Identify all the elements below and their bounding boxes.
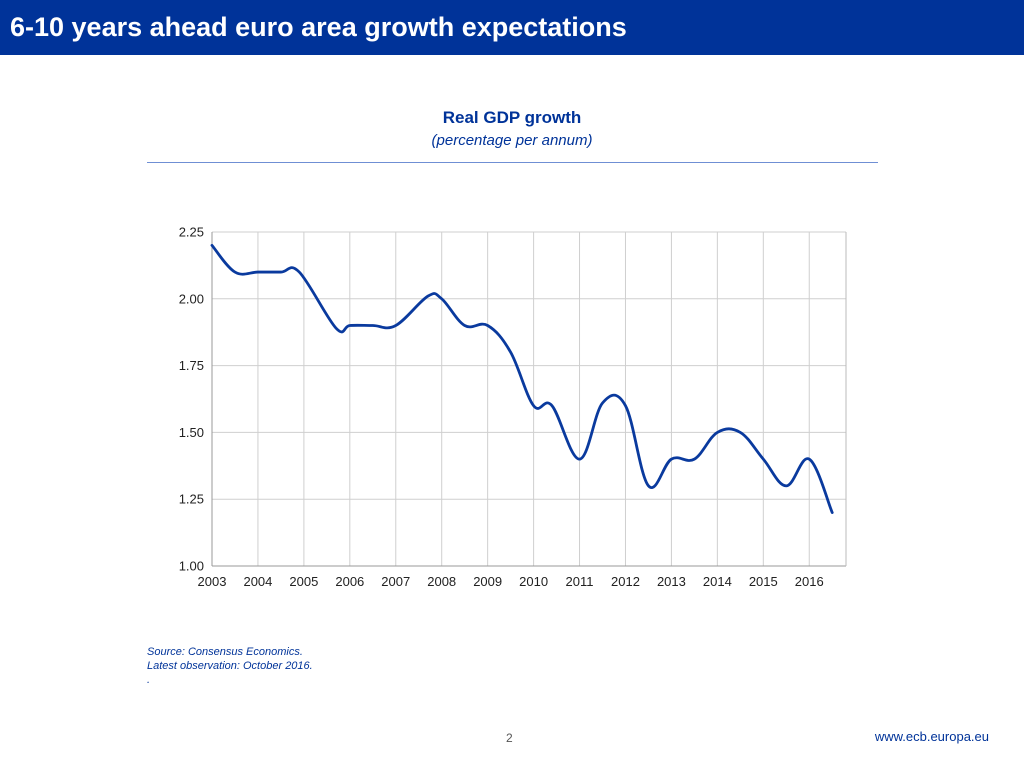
- y-tick-label: 2.25: [179, 225, 204, 240]
- x-tick-label: 2016: [795, 574, 824, 589]
- y-tick-label: 1.50: [179, 425, 204, 440]
- header-bar: 6-10 years ahead euro area growth expect…: [0, 0, 1024, 55]
- x-tick-label: 2007: [381, 574, 410, 589]
- x-tick-label: 2008: [427, 574, 456, 589]
- x-tick-label: 2006: [335, 574, 364, 589]
- note-dot: .: [147, 674, 151, 686]
- x-tick-label: 2015: [749, 574, 778, 589]
- chart-notes: Source: Consensus Economics. Latest obse…: [147, 645, 313, 687]
- series-line-real-gdp-growth: [210, 243, 834, 514]
- x-tick-label: 2005: [289, 574, 318, 589]
- x-tick-label: 2009: [473, 574, 502, 589]
- x-tick-label: 2013: [657, 574, 686, 589]
- title-divider: [147, 162, 878, 163]
- x-tick-label: 2010: [519, 574, 548, 589]
- site-url[interactable]: www.ecb.europa.eu: [874, 729, 989, 744]
- y-tick-label: 1.00: [179, 559, 204, 574]
- page-number: 2: [506, 731, 513, 745]
- tick-labels: 1.00 1.25 1.50 1.75 2.00 2.25 2003 2004 2005 2006…: [179, 225, 824, 590]
- y-tick-label: 1.25: [179, 492, 204, 507]
- chart-subtitle: (percentage per annum): [431, 132, 593, 149]
- series: [210, 243, 834, 514]
- x-tick-label: 2003: [198, 574, 227, 589]
- source-note: Source: Consensus Economics.: [147, 646, 303, 658]
- x-tick-label: 2014: [703, 574, 732, 589]
- x-tick-label: 2012: [611, 574, 640, 589]
- y-tick-label: 2.00: [179, 291, 204, 306]
- x-tick-label: 2004: [243, 574, 272, 589]
- x-tick-label: 2011: [566, 574, 594, 589]
- chart-title: Real GDP growth: [442, 108, 582, 127]
- axes: [211, 232, 847, 567]
- y-tick-label: 1.75: [179, 358, 204, 373]
- slide-title: 6-10 years ahead euro area growth expect…: [10, 12, 627, 42]
- latest-observation-note: Latest observation: October 2016.: [147, 660, 313, 672]
- grid-lines: [212, 231, 846, 566]
